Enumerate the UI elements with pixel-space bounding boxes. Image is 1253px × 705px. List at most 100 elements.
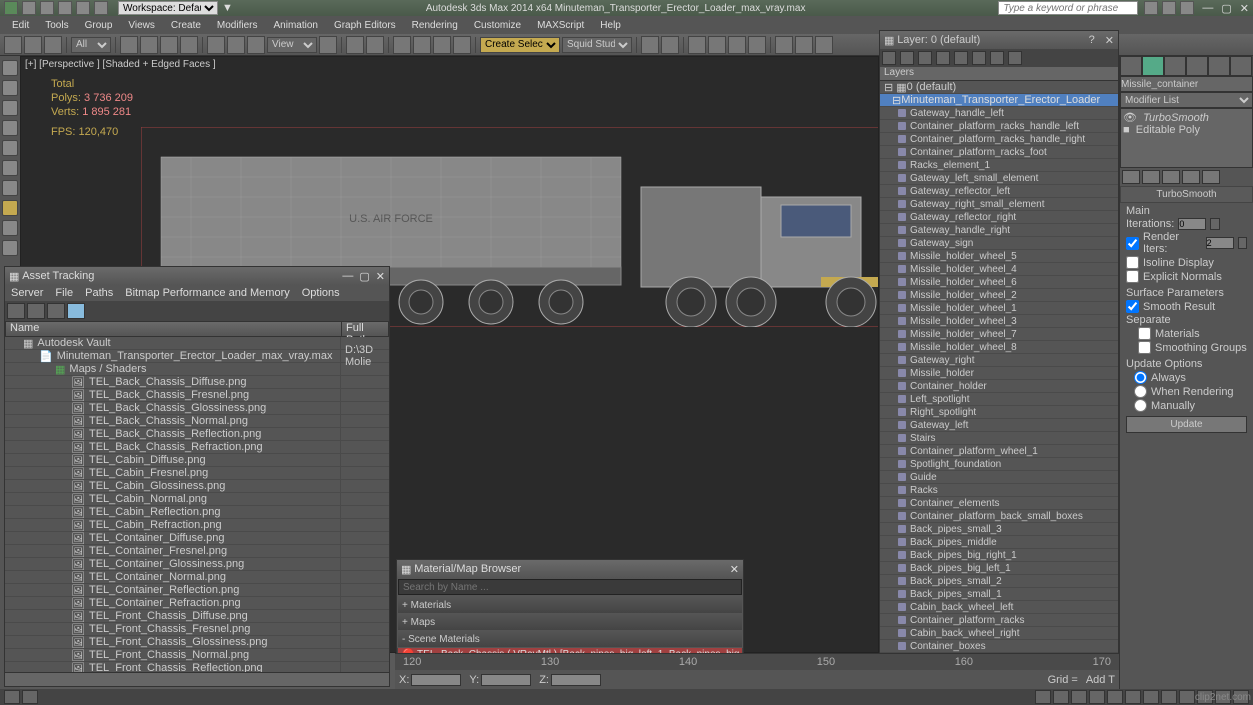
iterations-input[interactable]: [1178, 218, 1206, 230]
create-tab[interactable]: [1120, 56, 1142, 76]
update-render-radio[interactable]: [1134, 385, 1147, 398]
snap-icon[interactable]: [393, 36, 411, 54]
angle-snap-icon[interactable]: [413, 36, 431, 54]
menu-maxscript[interactable]: MAXScript: [531, 20, 590, 31]
tool-9[interactable]: [2, 220, 18, 236]
key-mode-icon[interactable]: [1125, 690, 1141, 704]
app-icon[interactable]: [4, 1, 18, 15]
minimize-icon[interactable]: —: [1202, 2, 1213, 15]
layer-item[interactable]: Cabin_back_wheel_right: [880, 627, 1118, 640]
asset-file-row[interactable]: 🖼TEL_Back_Chassis_Diffuse.png: [5, 376, 389, 389]
asset-tb-1[interactable]: [7, 303, 25, 319]
layer-item[interactable]: Back_pipes_big_right_1: [880, 549, 1118, 562]
asset-menu-item[interactable]: Bitmap Performance and Memory: [125, 287, 289, 299]
menu-help[interactable]: Help: [594, 20, 627, 31]
render-setup-icon[interactable]: [775, 36, 793, 54]
z-input[interactable]: [551, 674, 601, 686]
window-crossing-icon[interactable]: [180, 36, 198, 54]
layer-item[interactable]: Gateway_right_small_element: [880, 198, 1118, 211]
tool-7[interactable]: [2, 180, 18, 196]
asset-file-row[interactable]: 🖼TEL_Back_Chassis_Normal.png: [5, 415, 389, 428]
pivot-icon[interactable]: [319, 36, 337, 54]
render-frame-icon[interactable]: [795, 36, 813, 54]
layer-item[interactable]: Back_pipes_big_left_1: [880, 562, 1118, 575]
utilities-tab[interactable]: [1230, 56, 1252, 76]
tool-4[interactable]: [2, 120, 18, 136]
pan-icon[interactable]: [1179, 690, 1195, 704]
zoom-all-icon[interactable]: [1161, 690, 1177, 704]
selection-set[interactable]: Squid Studio v: [562, 37, 632, 53]
menu-customize[interactable]: Customize: [468, 20, 527, 31]
render-iters-input[interactable]: [1206, 237, 1234, 249]
layer-item[interactable]: Missile_holder_wheel_4: [880, 263, 1118, 276]
tool-6[interactable]: [2, 160, 18, 176]
asset-file-row[interactable]: 🖼TEL_Front_Chassis_Reflection.png: [5, 662, 389, 672]
asset-menu-item[interactable]: Paths: [85, 287, 113, 299]
layer-item[interactable]: Container_platform_racks_handle_left: [880, 120, 1118, 133]
layer-item[interactable]: Missile_holder_wheel_1: [880, 302, 1118, 315]
scale-icon[interactable]: [247, 36, 265, 54]
prev-frame-icon[interactable]: [1053, 690, 1069, 704]
save-icon[interactable]: [58, 1, 72, 15]
render-iters-check[interactable]: [1126, 237, 1139, 250]
material-section[interactable]: + Materials: [398, 597, 742, 613]
layer-item[interactable]: Container_platform_racks_foot: [880, 146, 1118, 159]
sep-sg-check[interactable]: [1138, 341, 1151, 354]
named-selection[interactable]: Create Selection Se: [480, 37, 560, 53]
asset-menu-item[interactable]: Options: [302, 287, 340, 299]
layer-item[interactable]: Guide: [880, 471, 1118, 484]
motion-tab[interactable]: [1186, 56, 1208, 76]
redo-icon[interactable]: [94, 1, 108, 15]
asset-file-row[interactable]: 🖼TEL_Cabin_Diffuse.png: [5, 454, 389, 467]
layer-item[interactable]: Back_pipes_small_1: [880, 588, 1118, 601]
close-icon[interactable]: ✕: [1240, 2, 1249, 15]
asset-file-row[interactable]: 🖼TEL_Cabin_Reflection.png: [5, 506, 389, 519]
menu-tools[interactable]: Tools: [39, 20, 74, 31]
layer-item[interactable]: Container_elements: [880, 497, 1118, 510]
layer-item[interactable]: Gateway_right: [880, 354, 1118, 367]
percent-snap-icon[interactable]: [433, 36, 451, 54]
add-obj-icon[interactable]: [918, 51, 932, 65]
delete-layer-icon[interactable]: [900, 51, 914, 65]
layer-item[interactable]: Container_holder: [880, 380, 1118, 393]
select-icon[interactable]: [120, 36, 138, 54]
layer-item[interactable]: Right_spotlight: [880, 406, 1118, 419]
asset-file-row[interactable]: 🖼TEL_Container_Glossiness.png: [5, 558, 389, 571]
layer-item[interactable]: Cabin_back_wheel_left: [880, 601, 1118, 614]
asset-file-row[interactable]: 🖼TEL_Back_Chassis_Refraction.png: [5, 441, 389, 454]
curve-editor-icon[interactable]: [708, 36, 726, 54]
menu-edit[interactable]: Edit: [6, 20, 35, 31]
goto-end-icon[interactable]: [1107, 690, 1123, 704]
smooth-check[interactable]: [1126, 300, 1139, 313]
next-frame-icon[interactable]: [1089, 690, 1105, 704]
layer-item[interactable]: Missile_holder: [880, 367, 1118, 380]
menu-group[interactable]: Group: [79, 20, 119, 31]
open-icon[interactable]: [40, 1, 54, 15]
manipulate-icon[interactable]: [346, 36, 364, 54]
asset-file-row[interactable]: 🖼TEL_Front_Chassis_Normal.png: [5, 649, 389, 662]
tool-1[interactable]: [2, 60, 18, 76]
move-icon[interactable]: [207, 36, 225, 54]
rollout-title[interactable]: TurboSmooth: [1120, 186, 1253, 203]
new-layer-icon[interactable]: [882, 51, 896, 65]
goto-start-icon[interactable]: [1035, 690, 1051, 704]
layer-item[interactable]: Spotlight_foundation: [880, 458, 1118, 471]
asset-list[interactable]: ▦Autodesk Vault 📄Minuteman_Transporter_E…: [5, 337, 389, 672]
config-icon[interactable]: [1202, 170, 1220, 184]
layer-item[interactable]: Container_platform_back_small_boxes: [880, 510, 1118, 523]
asset-file-row[interactable]: 🖼TEL_Back_Chassis_Fresnel.png: [5, 389, 389, 402]
link-icon[interactable]: [4, 36, 22, 54]
play-icon[interactable]: [1071, 690, 1087, 704]
schematic-icon[interactable]: [728, 36, 746, 54]
tool-3[interactable]: [2, 100, 18, 116]
make-unique-icon[interactable]: [1162, 170, 1180, 184]
asset-file-row[interactable]: 🖼TEL_Cabin_Glossiness.png: [5, 480, 389, 493]
layer-item[interactable]: Container_platform_wheel_1: [880, 445, 1118, 458]
menu-animation[interactable]: Animation: [267, 20, 323, 31]
layers-list[interactable]: ⊟ ▦ 0 (default) ⊟ Minuteman_Transporter_…: [880, 81, 1118, 704]
ref-coord-select[interactable]: View: [267, 37, 317, 53]
layer-item[interactable]: Gateway_handle_left: [880, 107, 1118, 120]
star-icon[interactable]: [1162, 1, 1176, 15]
material-search-input[interactable]: [398, 579, 742, 595]
layer-item[interactable]: Missile_holder_wheel_5: [880, 250, 1118, 263]
